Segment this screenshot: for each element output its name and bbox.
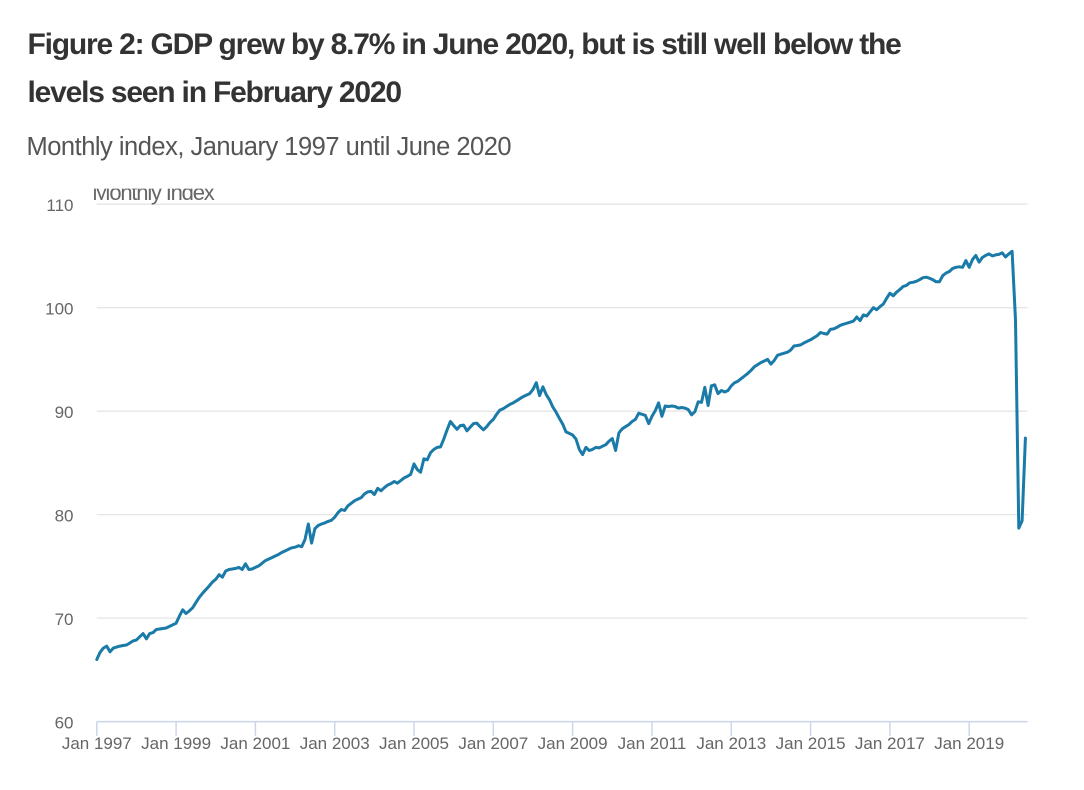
svg-text:Monthly Index: Monthly Index <box>92 180 215 205</box>
svg-text:Jan 2001: Jan 2001 <box>220 734 290 753</box>
svg-text:Jan 2013: Jan 2013 <box>696 734 766 753</box>
svg-text:Jan 2015: Jan 2015 <box>776 734 846 753</box>
svg-text:80: 80 <box>55 507 74 526</box>
svg-text:60: 60 <box>55 714 74 733</box>
svg-text:100: 100 <box>45 300 73 319</box>
svg-text:70: 70 <box>55 610 74 629</box>
svg-text:Jan 2011: Jan 2011 <box>618 734 687 753</box>
svg-text:Jan 2005: Jan 2005 <box>379 734 449 753</box>
svg-text:Jan 1997: Jan 1997 <box>62 734 132 753</box>
svg-text:Jan 2019: Jan 2019 <box>934 734 1004 753</box>
svg-text:Jan 2003: Jan 2003 <box>300 734 370 753</box>
svg-text:Jan 2009: Jan 2009 <box>538 734 608 753</box>
svg-text:90: 90 <box>55 403 74 422</box>
svg-text:110: 110 <box>46 196 73 215</box>
svg-text:Jan 1999: Jan 1999 <box>141 734 211 753</box>
svg-text:Jan 2017: Jan 2017 <box>855 734 925 753</box>
svg-text:Jan 2007: Jan 2007 <box>458 734 528 753</box>
